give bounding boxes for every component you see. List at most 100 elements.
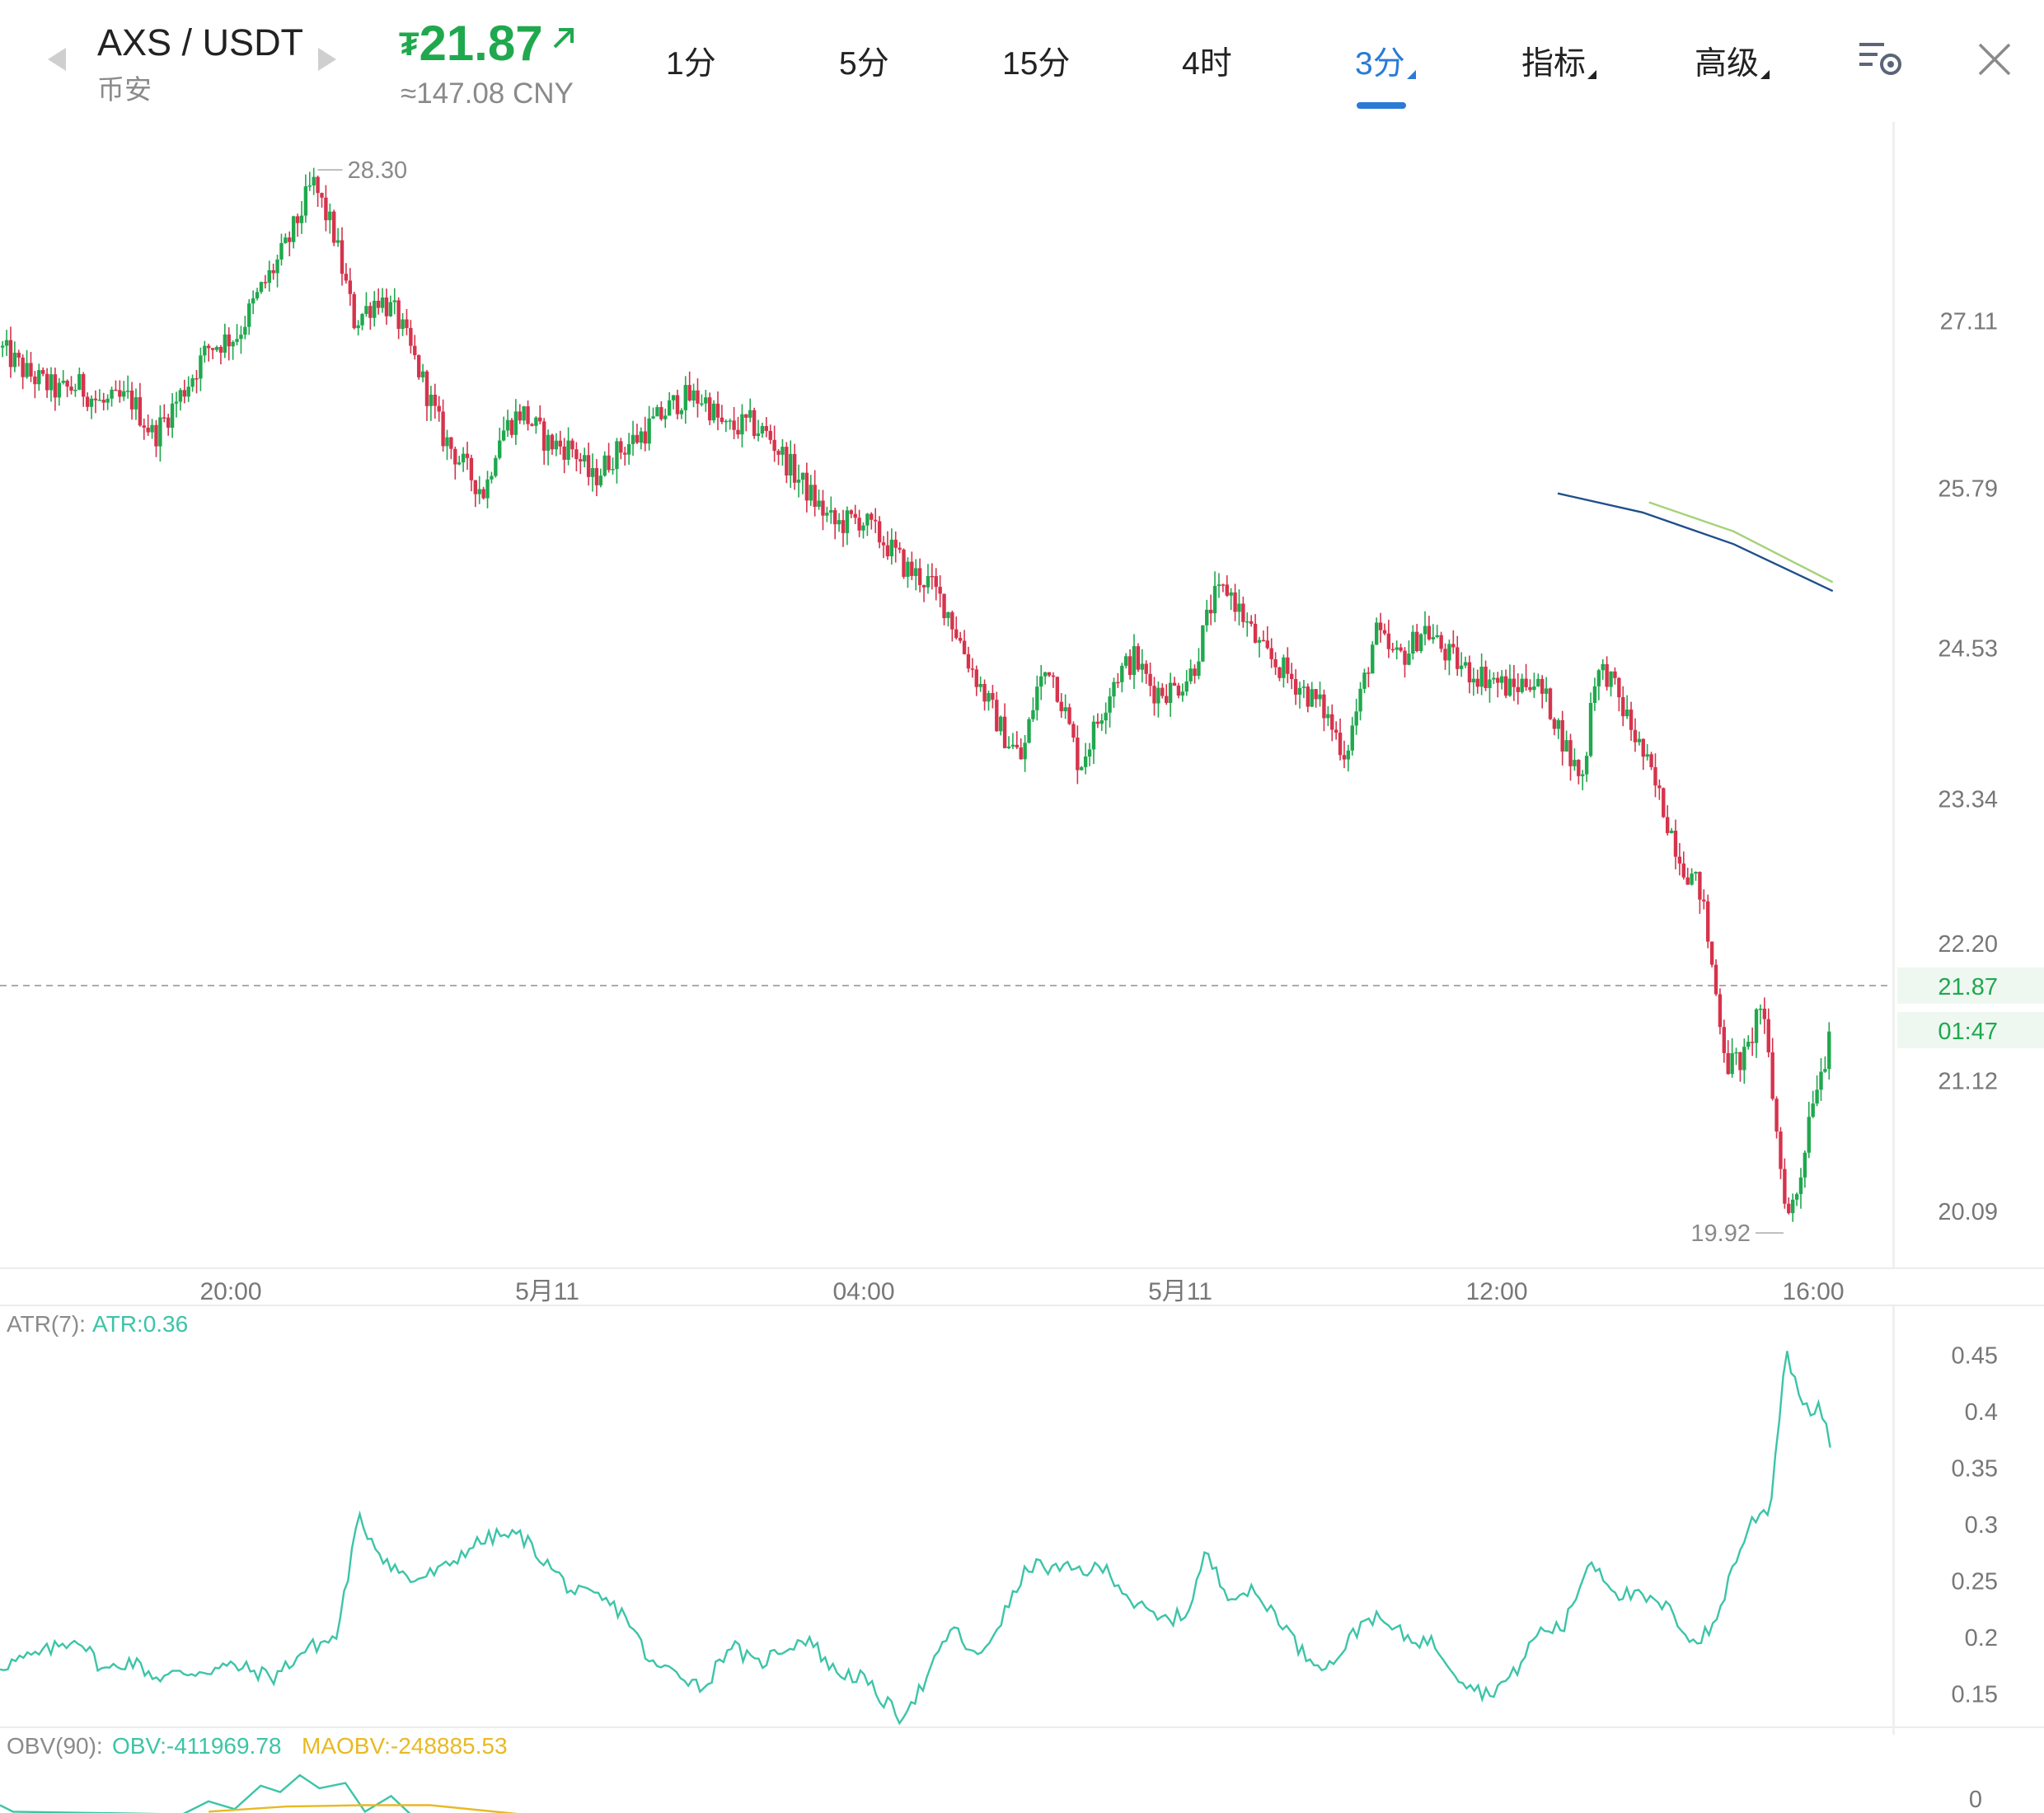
candle: [906, 557, 910, 588]
candle: [1423, 611, 1428, 646]
candle: [1503, 669, 1508, 699]
tab-indicators[interactable]: 指标: [1521, 38, 1597, 84]
candle: [1269, 638, 1273, 668]
candle-body: [77, 373, 82, 390]
candle-body: [1649, 754, 1653, 767]
candle-body: [772, 439, 776, 452]
candle-body: [61, 381, 65, 383]
candle-body: [623, 452, 627, 455]
prev-pair-icon[interactable]: [48, 48, 66, 71]
candle: [1019, 738, 1023, 760]
candle: [942, 593, 946, 625]
candle: [1229, 588, 1233, 611]
candle: [1318, 682, 1322, 707]
tab-advanced[interactable]: 高级: [1695, 38, 1770, 84]
candle: [320, 192, 324, 208]
dropdown-triangle-icon: [1760, 70, 1770, 79]
candle-body: [1516, 686, 1520, 692]
tab-15m[interactable]: 15分: [1002, 38, 1070, 84]
currency-symbol: ₮: [399, 26, 420, 63]
candle: [1783, 1158, 1787, 1209]
candle: [1342, 740, 1347, 769]
candle-body: [178, 390, 183, 402]
candle: [166, 414, 171, 436]
candle: [1568, 733, 1573, 781]
candle: [579, 452, 583, 475]
candle-body: [760, 426, 765, 434]
candle-body: [906, 561, 910, 577]
time-axis: 20:00 5月11 04:00 5月11 12:00 16:00: [199, 1278, 1844, 1305]
atr-axis-divider: [1892, 1306, 1895, 1735]
candle: [1479, 653, 1484, 696]
candle-body: [509, 419, 514, 435]
candle-body: [930, 575, 935, 578]
candle: [720, 405, 724, 424]
candle-body: [744, 414, 748, 418]
candle: [352, 291, 356, 330]
candle: [785, 442, 789, 484]
candle-body: [1301, 686, 1306, 688]
price-tick-label: 22.20: [1938, 931, 1998, 958]
candle-body: [203, 345, 207, 356]
tab-3m[interactable]: 3分: [1355, 38, 1416, 84]
candle: [643, 416, 647, 452]
tab-1m[interactable]: 1分: [666, 38, 716, 84]
candle-body: [324, 197, 328, 221]
candle: [251, 290, 256, 315]
candle: [1694, 871, 1698, 881]
candle: [570, 438, 574, 458]
candle: [1225, 575, 1229, 597]
candle: [1803, 1150, 1807, 1188]
close-icon[interactable]: [1976, 41, 2013, 82]
candle: [1241, 596, 1245, 628]
next-pair-icon[interactable]: [318, 48, 336, 71]
candle: [1156, 681, 1160, 718]
candle-body: [89, 398, 94, 407]
candle-body: [711, 403, 716, 421]
candle-body: [227, 334, 231, 347]
candle-body: [40, 370, 45, 374]
candle-body: [1314, 689, 1318, 700]
candle: [170, 393, 175, 438]
tab-4h[interactable]: 4时: [1182, 38, 1232, 84]
candle-body: [809, 485, 813, 501]
candle-body: [1031, 710, 1035, 719]
candle: [832, 508, 837, 540]
candle-body: [534, 417, 538, 426]
candle-body: [37, 370, 41, 385]
candle-body: [243, 326, 247, 335]
candle: [659, 401, 663, 421]
candle: [740, 404, 744, 447]
candle: [760, 422, 765, 438]
candle: [889, 528, 894, 565]
candle-body: [1414, 631, 1419, 651]
candle: [865, 513, 870, 536]
candle-body: [335, 240, 340, 243]
candle: [1730, 1038, 1734, 1078]
candle-body: [1750, 1042, 1755, 1043]
candle: [966, 646, 971, 672]
candle: [1403, 647, 1407, 678]
candle: [1706, 894, 1710, 949]
candle-body: [691, 390, 696, 401]
candle: [764, 417, 769, 438]
candle: [1584, 752, 1589, 782]
candle: [1770, 1038, 1774, 1101]
candle-body: [1431, 637, 1436, 639]
candle: [1467, 655, 1472, 694]
chart-settings-icon[interactable]: [1858, 40, 1906, 82]
candle-body: [1083, 757, 1088, 767]
candle: [1418, 633, 1423, 654]
candle: [1395, 640, 1399, 660]
candle-body: [1197, 661, 1201, 677]
candle: [930, 563, 935, 590]
arrow-up-right-icon: [550, 24, 578, 56]
pair-title[interactable]: AXS / USDT: [97, 21, 304, 63]
candle: [776, 448, 781, 466]
tab-5m[interactable]: 5分: [839, 38, 889, 84]
candle: [1310, 682, 1314, 708]
candle: [29, 351, 33, 382]
candle: [1282, 654, 1286, 688]
candle-body: [611, 469, 615, 471]
